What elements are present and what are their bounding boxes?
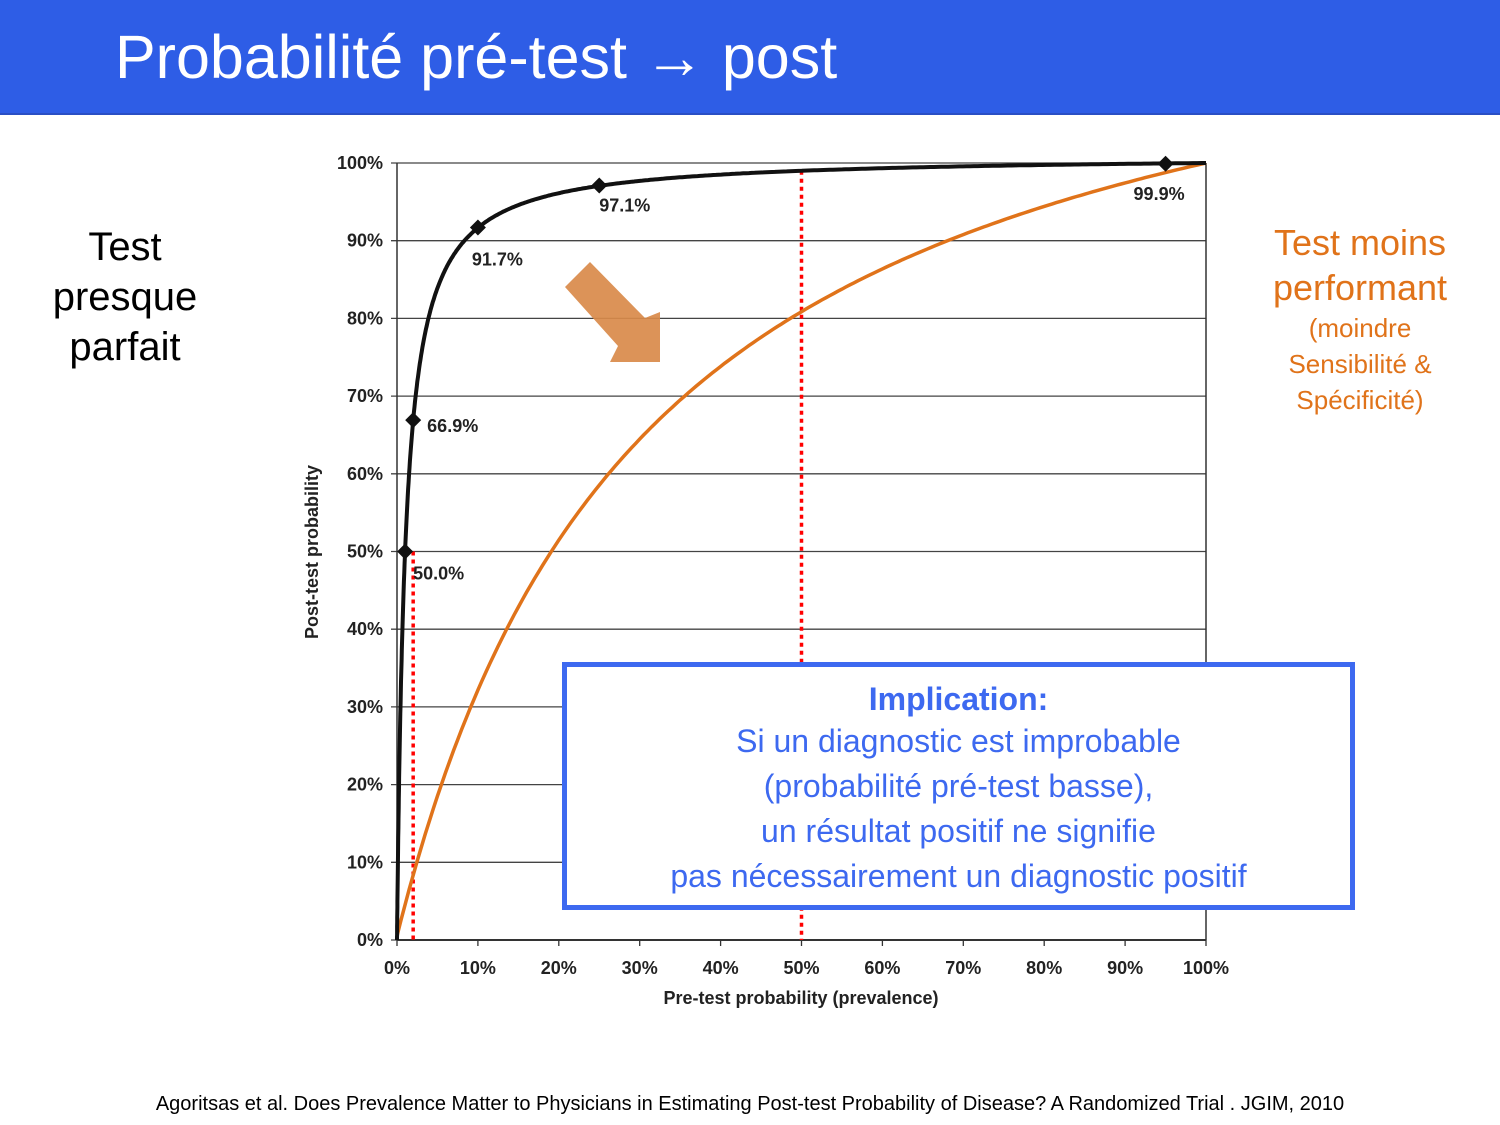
y-axis-title: Post-test probability xyxy=(302,465,322,639)
chart-series: 50.0% 66.9% 91.7% 97.1% 99.9% xyxy=(395,155,1207,940)
x-tick-label: 70% xyxy=(945,958,981,978)
right-label-line: (moindre xyxy=(1308,313,1412,343)
y-tick-label: 100% xyxy=(337,153,383,173)
diamond-marker xyxy=(397,543,414,560)
right-label-line: performant xyxy=(1272,267,1448,308)
data-point-label: 50.0% xyxy=(413,564,464,584)
y-tick-label: 60% xyxy=(347,464,383,484)
x-tick-label: 90% xyxy=(1107,958,1143,978)
x-tick-label: 100% xyxy=(1183,958,1229,978)
right-label-line: Spécificité) xyxy=(1296,385,1424,415)
less-performant-curve xyxy=(395,161,1207,937)
arrow-icon xyxy=(565,262,660,362)
y-axis-ticks: 0% 10% 20% 30% 40% 50% 60% 70% 80% 90% 100% xyxy=(337,153,383,950)
y-tick-label: 0% xyxy=(357,930,383,950)
x-axis-ticks: 0% 10% 20% 30% 40% 50% 60% 70% 80% 90% 100% xyxy=(384,940,1229,978)
implication-heading: Implication: xyxy=(868,681,1049,717)
x-tick-label: 60% xyxy=(864,958,900,978)
x-tick-label: 10% xyxy=(460,958,496,978)
diamond-marker xyxy=(469,219,486,236)
implication-line: (probabilité pré-test basse), xyxy=(763,768,1154,804)
x-tick-label: 50% xyxy=(783,958,819,978)
diamond-marker xyxy=(1157,155,1174,172)
y-tick-label: 10% xyxy=(347,852,383,872)
implication-callout: Implication: Si un diagnostic est improb… xyxy=(562,662,1355,910)
data-point-label: 91.7% xyxy=(472,249,523,269)
right-label-line: Sensibilité & xyxy=(1288,349,1432,379)
y-tick-label: 20% xyxy=(347,775,383,795)
slide-title: Probabilité pré-test → post xyxy=(115,23,838,91)
implication-line: pas nécessairement un diagnostic positif xyxy=(670,858,1247,894)
implication-line: un résultat positif ne signifie xyxy=(761,813,1156,849)
y-tick-label: 90% xyxy=(347,231,383,251)
less-performant-test-label: Test moins performant (moindre Sensibili… xyxy=(1240,220,1480,418)
left-label-line: parfait xyxy=(69,325,181,369)
y-tick-label: 30% xyxy=(347,697,383,717)
y-tick-label: 40% xyxy=(347,619,383,639)
right-label-line: Test moins xyxy=(1273,222,1447,263)
data-point-label: 99.9% xyxy=(1134,184,1185,204)
x-axis-title: Pre-test probability (prevalence) xyxy=(663,988,938,1008)
x-tick-label: 20% xyxy=(541,958,577,978)
y-tick-label: 70% xyxy=(347,386,383,406)
data-point-label: 97.1% xyxy=(599,196,650,216)
title-bar: Probabilité pré-test → post xyxy=(0,0,1500,115)
citation: Agoritsas et al. Does Prevalence Matter … xyxy=(155,1093,1345,1115)
near-perfect-test-label: Test presque parfait xyxy=(30,222,220,372)
left-label-line: presque xyxy=(52,275,198,319)
implication-line: Si un diagnostic est improbable xyxy=(736,723,1181,759)
left-label-line: Test xyxy=(88,225,162,269)
x-tick-label: 80% xyxy=(1026,958,1062,978)
x-tick-label: 30% xyxy=(622,958,658,978)
diamond-marker xyxy=(591,177,608,194)
y-tick-label: 50% xyxy=(347,542,383,562)
x-tick-label: 0% xyxy=(384,958,410,978)
x-tick-label: 40% xyxy=(703,958,739,978)
diamond-marker xyxy=(405,412,422,429)
data-point-label: 66.9% xyxy=(427,416,478,436)
y-tick-label: 80% xyxy=(347,308,383,328)
